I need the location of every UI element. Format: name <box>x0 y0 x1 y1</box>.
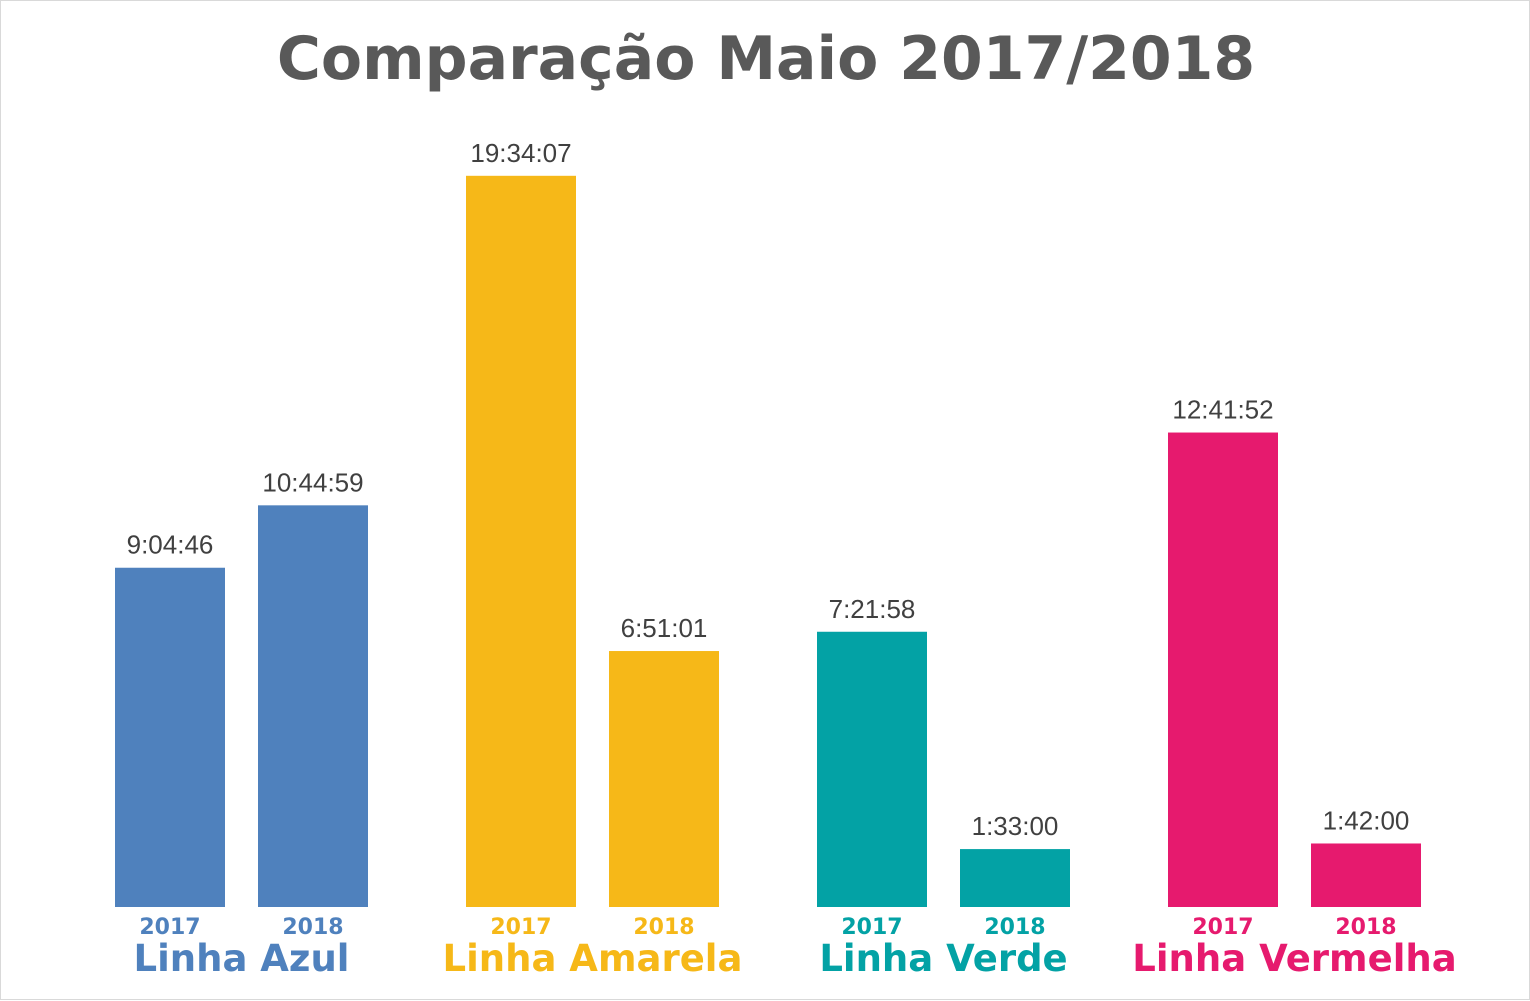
bar-linha-azul-2017 <box>115 567 225 907</box>
bar-linha-vermelha-2017 <box>1168 432 1278 907</box>
data-label-linha-vermelha-2017: 12:41:52 <box>1172 395 1273 425</box>
category-label-linha-amarela: Linha Amarela <box>443 937 743 980</box>
data-label-linha-amarela-2018: 6:51:01 <box>621 613 708 643</box>
chart-title: Comparação Maio 2017/2018 <box>277 24 1255 94</box>
year-label-linha-verde-2017: 2017 <box>841 915 902 940</box>
data-label-linha-vermelha-2018: 1:42:00 <box>1323 805 1410 835</box>
bar-linha-azul-2018 <box>258 505 368 907</box>
data-label-linha-verde-2018: 1:33:00 <box>972 811 1059 841</box>
bar-linha-amarela-2017 <box>466 175 576 907</box>
category-label-linha-vermelha: Linha Vermelha <box>1132 937 1456 980</box>
bar-linha-vermelha-2018 <box>1311 843 1421 907</box>
category-label-linha-azul: Linha Azul <box>134 937 350 980</box>
data-label-linha-verde-2017: 7:21:58 <box>829 594 916 624</box>
bar-linha-amarela-2018 <box>609 651 719 907</box>
data-label-linha-azul-2018: 10:44:59 <box>262 467 363 497</box>
year-label-linha-azul-2018: 2018 <box>282 915 343 940</box>
data-label-linha-azul-2017: 9:04:46 <box>127 530 214 560</box>
year-label-linha-amarela-2018: 2018 <box>633 915 694 940</box>
data-label-linha-amarela-2017: 19:34:07 <box>470 138 571 168</box>
year-label-linha-verde-2018: 2018 <box>984 915 1045 940</box>
year-label-linha-vermelha-2017: 2017 <box>1192 915 1253 940</box>
year-label-linha-azul-2017: 2017 <box>139 915 200 940</box>
bar-linha-verde-2018 <box>960 849 1070 907</box>
category-label-linha-verde: Linha Verde <box>819 937 1067 980</box>
year-label-linha-amarela-2017: 2017 <box>490 915 551 940</box>
bar-linha-verde-2017 <box>817 631 927 907</box>
year-label-linha-vermelha-2018: 2018 <box>1335 915 1396 940</box>
